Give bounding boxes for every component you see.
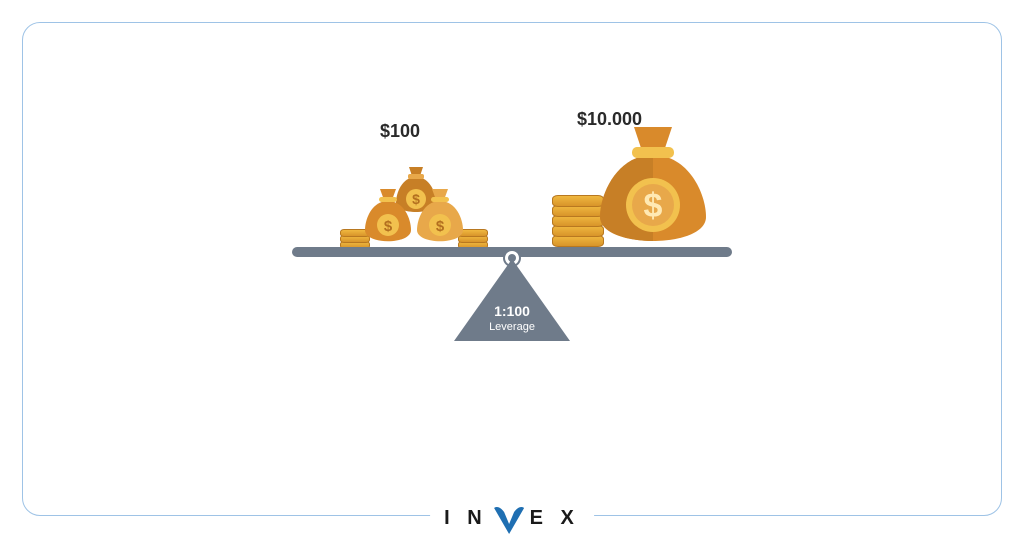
big-money-bag-group: $ (552, 121, 742, 251)
small-money-bags-group: $ $ $ (350, 167, 490, 251)
logo-text-left: I N (444, 507, 488, 530)
svg-text:$: $ (384, 218, 393, 235)
ratio-value: 1:100 (489, 303, 535, 321)
leverage-diagram: $100 $10.000 $ $ (252, 107, 772, 407)
logo-text-right: E X (530, 507, 580, 530)
ratio-caption: Leverage (489, 321, 535, 335)
svg-text:$: $ (644, 187, 663, 225)
invex-logo: I N E X (430, 504, 594, 532)
left-amount-label: $100 (380, 121, 420, 142)
money-bag-large-icon: $ (588, 121, 718, 253)
svg-text:$: $ (436, 218, 445, 235)
money-bag-small-icon: $ (412, 185, 468, 247)
logo-v-icon (492, 506, 526, 534)
leverage-ratio-label: 1:100 Leverage (489, 303, 535, 334)
money-bag-small-icon: $ (360, 185, 416, 247)
